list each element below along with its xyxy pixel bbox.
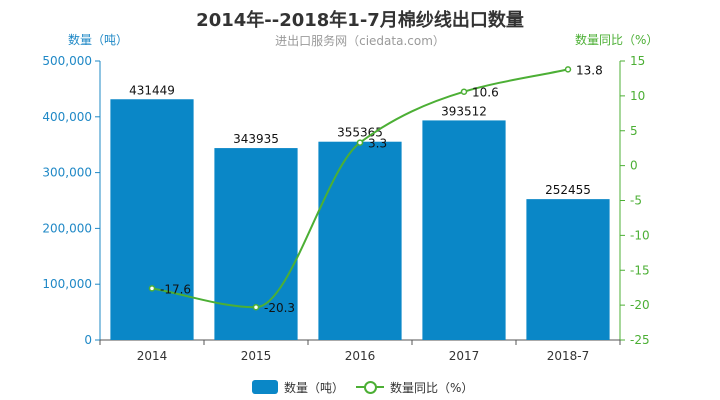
- y-right-tick-label: -5: [630, 194, 642, 208]
- y-right-tick-label: 10: [630, 89, 645, 103]
- y-right-tick-label: 5: [630, 124, 638, 138]
- bar-value-label: 393512: [441, 104, 487, 118]
- yoy-point: [148, 285, 156, 292]
- y-axis-right-label: 数量同比（%）: [575, 33, 659, 47]
- y-right-tick-label: 15: [630, 54, 645, 68]
- legend-item-yoy[interactable]: 数量同比（%）: [356, 377, 473, 397]
- legend-label-yoy: 数量同比（%）: [390, 380, 474, 395]
- bar-value-label: 355365: [337, 126, 383, 140]
- legend-item-quantity[interactable]: 数量（吨）: [252, 377, 344, 397]
- y-right-tick-label: -20: [630, 298, 650, 312]
- y-left-tick-label: 100,000: [42, 277, 92, 291]
- y-left-tick-label: 0: [84, 333, 92, 347]
- yoy-point: [356, 139, 364, 146]
- y-axis-left-label: 数量（吨）: [68, 33, 129, 47]
- y-left-tick-label: 500,000: [42, 54, 92, 68]
- yoy-point: [252, 303, 260, 311]
- bar-value-label: 252455: [545, 183, 591, 197]
- chart-title: 2014年--2018年1-7月棉纱线出口数量: [196, 10, 524, 31]
- yoy-point: [564, 66, 572, 73]
- x-tick-label: 2016: [345, 349, 376, 363]
- yoy-point: [460, 88, 468, 95]
- yoy-line: [151, 68, 569, 309]
- legend-line-swatch: [356, 380, 384, 394]
- x-tick-label: 2017: [449, 349, 480, 363]
- yoy-value-label: 3.3: [368, 137, 387, 151]
- y-left-tick-label: 300,000: [42, 166, 92, 180]
- y-right-tick-label: -10: [630, 228, 650, 242]
- chart-subtitle: 进出口服务网（ciedata.com）: [275, 34, 445, 48]
- bar: [110, 99, 194, 340]
- x-tick-label: 2018-7: [547, 349, 590, 363]
- bar-value-label: 343935: [233, 132, 279, 146]
- x-tick-label: 2015: [241, 349, 272, 363]
- y-left-tick-label: 400,000: [42, 110, 92, 124]
- bar-value-label: 431449: [129, 83, 175, 97]
- x-tick-label: 2014: [137, 349, 168, 363]
- bar: [318, 141, 402, 340]
- legend-bar-swatch: [252, 380, 278, 394]
- y-left-tick-label: 200,000: [42, 221, 92, 235]
- legend-label-quantity: 数量（吨）: [284, 380, 345, 395]
- yoy-value-label: -20.3: [264, 301, 295, 315]
- y-right-tick-label: -25: [630, 333, 650, 347]
- y-right-tick-label: 0: [630, 159, 638, 173]
- yoy-value-label: -17.6: [160, 282, 191, 296]
- yoy-value-label: 10.6: [472, 86, 499, 100]
- y-right-tick-label: -15: [630, 263, 650, 277]
- yoy-value-label: 13.8: [576, 63, 603, 77]
- bar: [422, 120, 506, 340]
- bar: [526, 199, 610, 340]
